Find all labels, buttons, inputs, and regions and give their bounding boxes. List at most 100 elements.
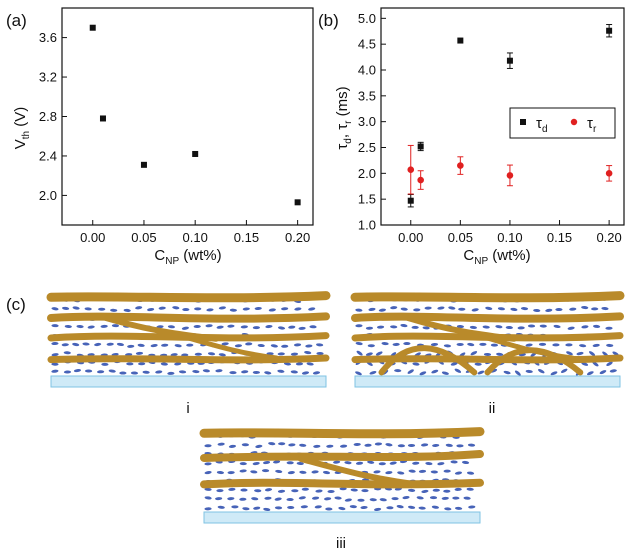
polymer-fiber: [103, 315, 219, 342]
lc-molecule: [204, 444, 212, 448]
chart-b-ytick-label: 3.5: [358, 88, 376, 103]
chart-a-ytick-label: 2.0: [39, 188, 57, 203]
lc-molecule: [394, 369, 402, 373]
lc-molecule: [469, 325, 477, 329]
lc-molecule: [397, 444, 405, 448]
chart-b-ytick-label: 2.5: [358, 140, 376, 155]
lc-molecule: [51, 353, 59, 357]
chart-a-ytick-label: 3.2: [39, 70, 57, 85]
lc-molecule: [170, 353, 178, 357]
lc-molecule: [402, 496, 410, 500]
lc-molecule: [277, 352, 285, 356]
lc-molecule: [155, 370, 163, 374]
lc-molecule: [304, 351, 312, 355]
lc-molecule: [100, 324, 108, 328]
lc-molecule: [443, 344, 452, 348]
lc-molecule: [274, 506, 283, 510]
lc-molecule: [283, 362, 292, 366]
lc-molecule: [217, 505, 225, 509]
lc-molecule: [261, 469, 270, 473]
lc-molecule: [386, 506, 394, 510]
lc-molecule: [264, 488, 273, 492]
lc-molecule: [365, 352, 373, 356]
lc-molecule: [455, 506, 463, 510]
lc-molecule: [454, 487, 462, 491]
chart-b-point: [407, 166, 415, 174]
legend-marker-tau-d: [520, 119, 526, 125]
chart-a-ytick-label: 3.6: [39, 30, 57, 45]
lc-molecule: [355, 461, 364, 465]
chart-b-ytick-label: 5.0: [358, 11, 376, 26]
lc-molecule: [538, 369, 545, 374]
chart-b-point: [457, 162, 464, 169]
lc-molecule: [167, 325, 176, 329]
lc-molecule: [349, 505, 357, 509]
lc-molecule: [350, 488, 358, 492]
legend-marker-tau-r: [570, 118, 578, 126]
lc-molecule: [262, 461, 271, 465]
chart-b-frame: [380, 7, 625, 226]
lc-molecule: [204, 462, 212, 466]
lc-molecule: [239, 497, 247, 501]
lc-molecule: [344, 461, 352, 465]
polymer-fiber: [47, 332, 330, 342]
lc-molecule: [241, 443, 249, 447]
lc-molecule: [174, 362, 182, 366]
chart-b-xtick-label: 0.00: [398, 230, 423, 245]
lc-molecule: [375, 351, 383, 356]
chart-b-xlabel: CNP (wt%): [463, 247, 530, 267]
lc-molecule: [161, 343, 169, 347]
lc-molecule: [452, 496, 460, 500]
chart-a-xtick-label: 0.15: [234, 230, 259, 245]
lc-molecule: [454, 368, 462, 373]
lc-molecule: [389, 461, 397, 465]
lc-molecule: [422, 326, 430, 330]
lc-molecule: [142, 370, 150, 374]
chart-b: 0.00 0.05 0.10 0.15 0.20 1.0 1.5 2.0 2.5 3.0 3.5 4.…: [334, 7, 625, 267]
lc-molecule: [586, 371, 594, 376]
lc-molecule: [367, 460, 375, 464]
lc-molecule: [430, 470, 438, 474]
polymer-fiber: [199, 427, 485, 439]
lc-molecule: [355, 342, 363, 346]
chart-b-xtick-label: 0.20: [596, 230, 621, 245]
lc-molecule: [470, 351, 478, 356]
lc-molecule: [412, 362, 420, 366]
lc-molecule: [172, 306, 180, 310]
polymer-fiber: [200, 478, 484, 489]
lc-molecule: [517, 326, 525, 330]
lc-molecule: [599, 370, 607, 375]
lc-molecule: [216, 489, 224, 493]
lc-molecule: [216, 471, 225, 475]
lc-molecule: [581, 306, 589, 310]
lc-molecule: [240, 325, 248, 329]
lc-molecule: [430, 342, 439, 347]
lc-molecule: [84, 307, 92, 311]
lc-molecule: [265, 325, 273, 329]
lc-molecule: [264, 371, 272, 375]
lc-molecule: [215, 369, 223, 373]
lc-molecule: [533, 308, 541, 313]
lc-molecule: [281, 307, 289, 311]
lc-molecule: [288, 325, 296, 329]
lc-molecule: [466, 471, 475, 475]
lc-molecule: [408, 469, 416, 473]
lc-molecule: [193, 325, 201, 329]
lc-molecule: [471, 308, 479, 312]
lc-molecule: [295, 362, 304, 366]
lc-molecule: [462, 460, 470, 465]
lc-molecule: [313, 444, 321, 448]
lc-molecule: [325, 507, 333, 511]
lc-molecule: [242, 507, 250, 511]
lc-molecule: [281, 344, 289, 348]
lc-molecule: [324, 497, 332, 501]
lc-molecule: [147, 308, 155, 312]
lc-molecule: [527, 324, 536, 328]
lc-molecule: [567, 326, 575, 330]
lc-molecule: [552, 343, 560, 347]
substrate: [354, 375, 621, 388]
lc-molecule: [606, 361, 613, 366]
lc-molecule: [379, 498, 387, 502]
lc-molecule: [327, 489, 335, 493]
lc-molecule: [62, 306, 70, 310]
